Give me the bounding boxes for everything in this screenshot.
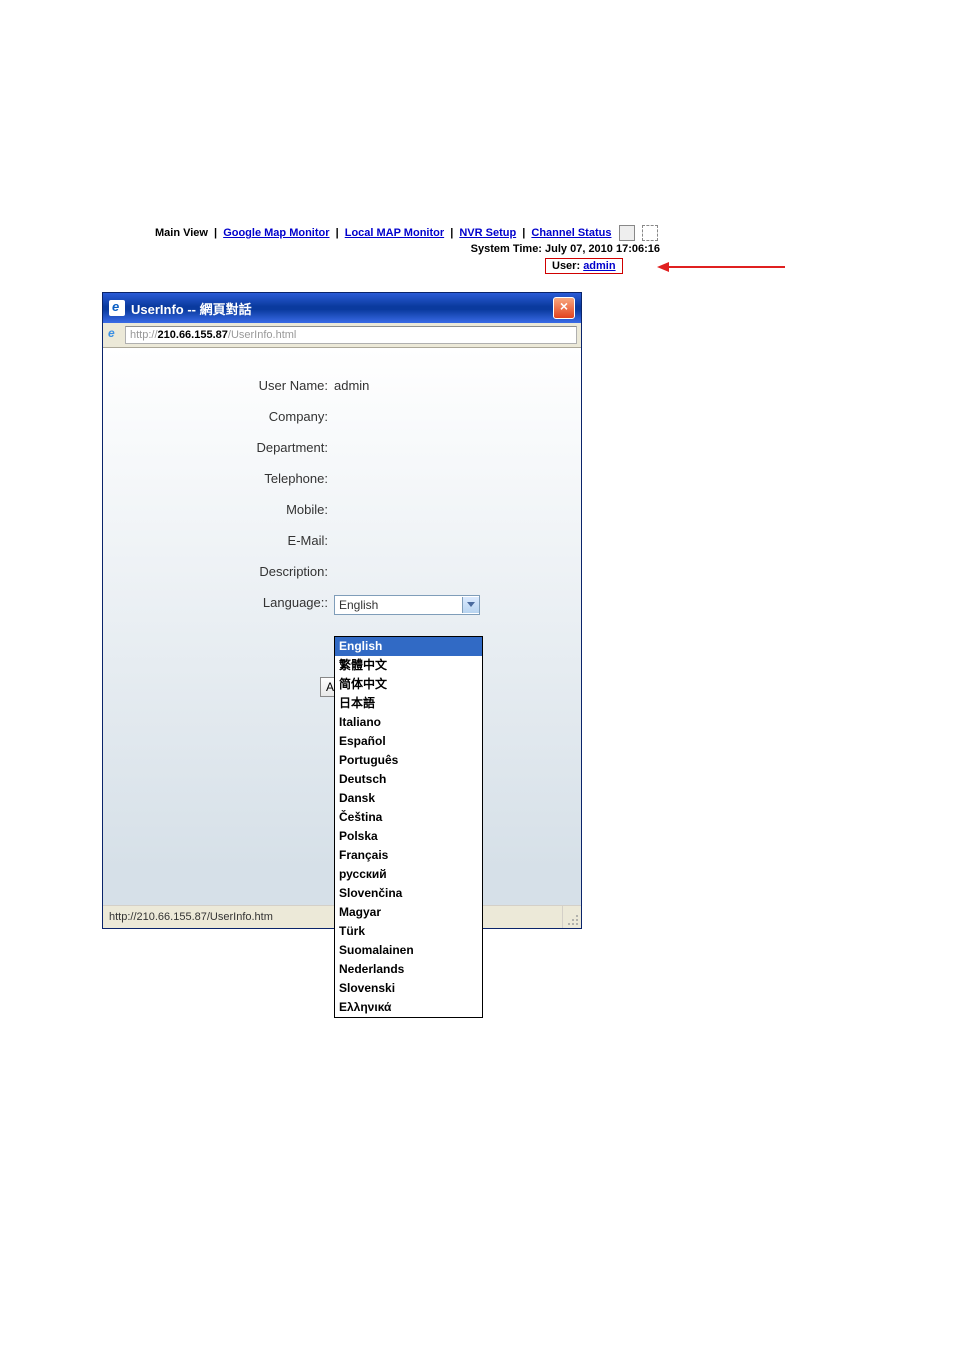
- language-option[interactable]: Slovenčina: [335, 884, 482, 903]
- language-option[interactable]: русский: [335, 865, 482, 884]
- nav-nvr-link[interactable]: NVR Setup: [459, 227, 516, 239]
- language-option[interactable]: 繁體中文: [335, 656, 482, 675]
- telephone-label: Telephone:: [103, 471, 334, 486]
- language-option[interactable]: Polska: [335, 827, 482, 846]
- language-option[interactable]: Português: [335, 751, 482, 770]
- close-button[interactable]: ×: [553, 297, 575, 319]
- nav-row: Main View | Google Map Monitor | Local M…: [155, 225, 660, 241]
- username-label: User Name:: [103, 378, 334, 393]
- language-dropdown[interactable]: English繁體中文简体中文日本語ItalianoEspañolPortugu…: [334, 636, 483, 1018]
- save-icon[interactable]: [619, 225, 635, 241]
- language-option[interactable]: English: [335, 637, 482, 656]
- description-label: Description:: [103, 564, 334, 579]
- nav-google-link[interactable]: Google Map Monitor: [223, 227, 329, 239]
- language-selected: English: [339, 598, 378, 612]
- language-option[interactable]: Türk: [335, 922, 482, 941]
- language-option[interactable]: Dansk: [335, 789, 482, 808]
- ie-icon-small: [107, 328, 121, 342]
- company-label: Company:: [103, 409, 334, 424]
- language-option[interactable]: Čeština: [335, 808, 482, 827]
- ie-icon: [109, 300, 125, 316]
- user-link[interactable]: admin: [583, 260, 615, 272]
- user-line-wrap: User: admin: [545, 258, 623, 274]
- user-label: User:: [552, 260, 583, 272]
- titlebar[interactable]: UserInfo -- 網頁對話 ×: [103, 293, 581, 323]
- language-option[interactable]: Italiano: [335, 713, 482, 732]
- department-label: Department:: [103, 440, 334, 455]
- fullscreen-icon[interactable]: [642, 225, 658, 241]
- system-time: System Time: July 07, 2010 17:06:16: [155, 243, 660, 255]
- dialog-title: UserInfo -- 網頁對話: [131, 299, 252, 318]
- nav-mainview: Main View: [155, 227, 208, 239]
- nav-channel-link[interactable]: Channel Status: [531, 227, 611, 239]
- language-option[interactable]: Français: [335, 846, 482, 865]
- language-option[interactable]: 日本語: [335, 694, 482, 713]
- language-label: Language::: [103, 595, 334, 615]
- nav-local-link[interactable]: Local MAP Monitor: [345, 227, 444, 239]
- address-input[interactable]: http://210.66.155.87/UserInfo.html: [125, 326, 577, 344]
- user-line: User: admin: [545, 258, 623, 274]
- address-bar: http://210.66.155.87/UserInfo.html: [103, 323, 581, 348]
- username-value: admin: [334, 378, 369, 393]
- language-option[interactable]: Deutsch: [335, 770, 482, 789]
- language-select[interactable]: English: [334, 595, 480, 615]
- header-bar: Main View | Google Map Monitor | Local M…: [155, 225, 660, 255]
- mobile-label: Mobile:: [103, 502, 334, 517]
- language-option[interactable]: Slovenski: [335, 979, 482, 998]
- resize-grip[interactable]: [563, 906, 581, 928]
- arrow-annotation: [657, 260, 787, 274]
- language-option[interactable]: 简体中文: [335, 675, 482, 694]
- email-label: E-Mail:: [103, 533, 334, 548]
- chevron-down-icon: [462, 597, 479, 613]
- language-option[interactable]: Magyar: [335, 903, 482, 922]
- language-option[interactable]: Suomalainen: [335, 941, 482, 960]
- language-option[interactable]: Nederlands: [335, 960, 482, 979]
- language-option[interactable]: Español: [335, 732, 482, 751]
- language-option[interactable]: Ελληνικά: [335, 998, 482, 1017]
